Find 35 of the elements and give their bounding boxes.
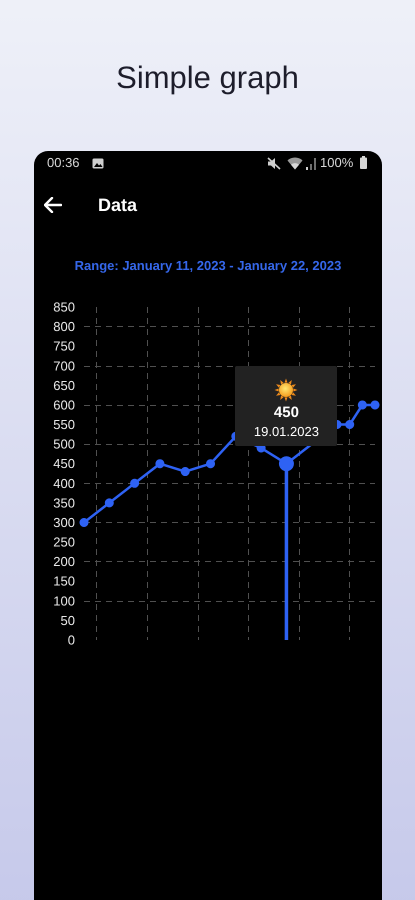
point [278, 456, 294, 472]
point [180, 467, 190, 476]
y-tick-label: 300 [53, 514, 75, 530]
y-tick-label: 700 [53, 358, 75, 374]
y-tick-label: 800 [53, 319, 75, 334]
y-tick-label: 550 [53, 417, 75, 432]
point [104, 498, 114, 508]
chart-title: Simple graph [115, 59, 300, 97]
y-tick-label: 600 [53, 397, 75, 412]
y-tick-label: 500 [53, 436, 75, 452]
point [206, 459, 216, 468]
y-tick-label: 250 [53, 534, 75, 550]
annotation: 19.01.2023 [252, 422, 320, 441]
y-tick-label: 650 [53, 378, 75, 393]
y-tick-label: 150 [53, 574, 75, 589]
y-tick-label: 850 [53, 300, 75, 314]
point [370, 400, 380, 410]
point [155, 459, 164, 468]
y-tick-label: 100 [53, 593, 75, 608]
y-tick-label: 400 [53, 476, 75, 491]
y-tick-label: 0 [68, 632, 75, 648]
y-tick-label: 50 [60, 612, 75, 628]
point [345, 420, 354, 430]
point [80, 518, 88, 527]
text: Data [98, 194, 138, 216]
text: 100% [320, 155, 354, 171]
y-tick-label: 350 [53, 495, 75, 510]
chart-subtitle: Range: January 11, 2023 - January 22, 2023 [74, 258, 342, 274]
annotation: 450 [272, 404, 300, 422]
text: 00:36 [47, 155, 80, 171]
y-tick-label: 450 [53, 456, 75, 472]
point [130, 478, 140, 488]
y-tick-label: 200 [53, 554, 75, 570]
y-tick-label: 750 [53, 338, 75, 354]
point [358, 400, 367, 410]
